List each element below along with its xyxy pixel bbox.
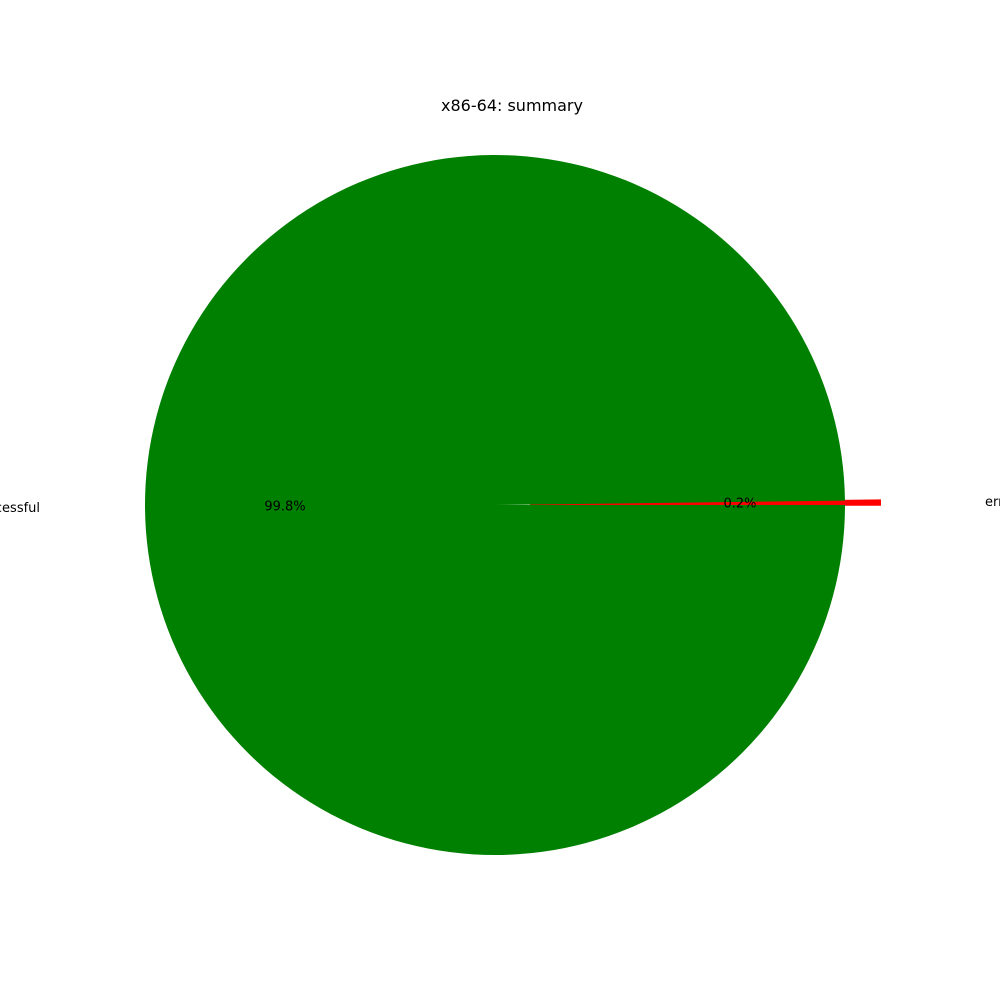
chart-title: x86-64: summary bbox=[441, 96, 583, 115]
slice-label-successful: successful bbox=[0, 501, 40, 516]
pie-labels: errors 0.2% successful 99.8% bbox=[0, 495, 1000, 516]
slice-percent-errors: 0.2% bbox=[723, 496, 756, 511]
slice-percent-successful: 99.8% bbox=[264, 499, 305, 514]
slice-label-errors: errors bbox=[985, 495, 1000, 510]
pie-slice-errors bbox=[529, 499, 881, 506]
pie-slices bbox=[144, 154, 881, 855]
pie-slice-successful bbox=[144, 154, 845, 855]
